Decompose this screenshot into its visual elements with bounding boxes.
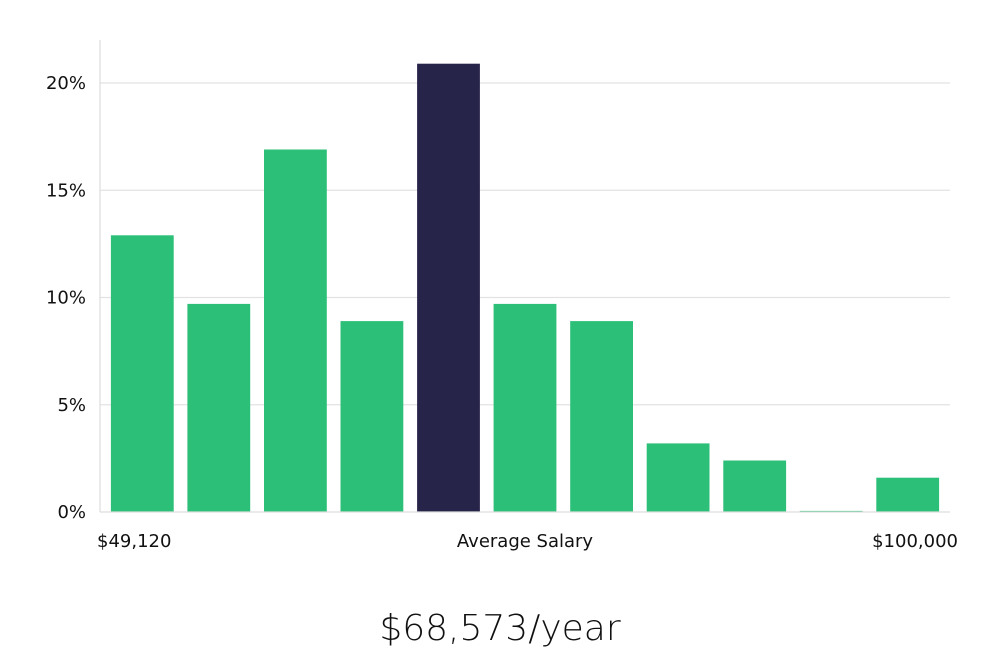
y-tick-label-0: 0% (57, 502, 86, 523)
y-tick-label-10: 10% (46, 288, 86, 309)
bar-8 (646, 443, 710, 512)
y-tick-label-15: 15% (46, 180, 86, 201)
bar-layer (110, 63, 940, 513)
bar-11 (876, 477, 940, 512)
chart-svg: 0% 5% 10% 15% 20% $49,120 Average Salary $10… (46, 40, 958, 552)
bar-7 (570, 321, 633, 512)
axis-layer: 0% 5% 10% 15% 20% (46, 40, 950, 523)
bar-6 (493, 303, 557, 512)
average-salary-value: $68,573/year (379, 608, 621, 649)
y-tick-label-5: 5% (57, 395, 86, 416)
bar-1 (110, 235, 174, 513)
bar-9 (723, 460, 787, 512)
bar-3 (264, 149, 327, 512)
y-tick-label-20: 20% (46, 73, 86, 94)
bar-2 (187, 303, 251, 512)
bar-average-salary (417, 63, 480, 512)
bar-4 (340, 321, 404, 512)
x-label-average: Average Salary (457, 531, 594, 552)
x-label-min: $49,120 (97, 531, 171, 552)
x-label-max: $100,000 (872, 531, 958, 552)
